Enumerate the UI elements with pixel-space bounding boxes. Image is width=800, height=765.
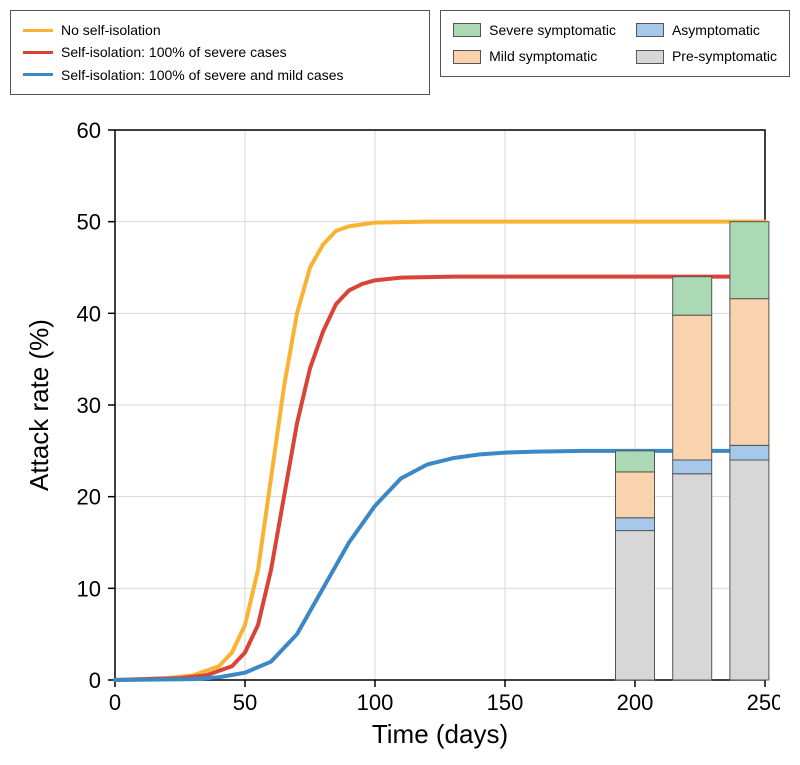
line-swatch (23, 29, 53, 32)
legend-bar-label: Severe symptomatic (489, 19, 616, 41)
line-swatch (23, 73, 53, 76)
svg-text:100: 100 (357, 690, 394, 715)
svg-text:30: 30 (77, 393, 101, 418)
svg-text:50: 50 (233, 690, 257, 715)
box-swatch (636, 50, 664, 64)
line-swatch (23, 51, 53, 54)
legend-line-label: No self-isolation (61, 19, 161, 41)
svg-text:200: 200 (617, 690, 654, 715)
svg-text:0: 0 (89, 668, 101, 693)
legend-line-item: Self-isolation: 100% of severe and mild … (23, 64, 417, 86)
box-swatch (453, 50, 481, 64)
svg-text:250: 250 (747, 690, 780, 715)
legend-bar-item: Asymptomatic (636, 19, 777, 41)
svg-text:50: 50 (77, 210, 101, 235)
svg-text:10: 10 (77, 577, 101, 602)
svg-text:20: 20 (77, 485, 101, 510)
legend-bar-label: Pre-symptomatic (672, 45, 777, 67)
legend-bar-item: Mild symptomatic (453, 45, 616, 67)
chart-container: 0 50 100 150 200 250 0 10 20 30 40 50 60 Time (days) A… (20, 115, 780, 755)
attack-rate-chart: 0 50 100 150 200 250 0 10 20 30 40 50 60 Time (days) A… (20, 115, 780, 755)
svg-text:Time (days): Time (days) (372, 719, 508, 749)
legend-line-item: Self-isolation: 100% of severe cases (23, 41, 417, 63)
legends-container: No self-isolation Self-isolation: 100% o… (10, 10, 790, 95)
box-swatch (636, 23, 664, 37)
legend-bar-label: Mild symptomatic (489, 45, 597, 67)
svg-text:0: 0 (109, 690, 121, 715)
svg-text:60: 60 (77, 118, 101, 143)
legend-bar-label: Asymptomatic (672, 19, 760, 41)
svg-text:40: 40 (77, 302, 101, 327)
legend-line-label: Self-isolation: 100% of severe cases (61, 41, 287, 63)
legend-lines: No self-isolation Self-isolation: 100% o… (10, 10, 430, 95)
legend-bars: Severe symptomatic Asymptomatic Mild sym… (440, 10, 790, 77)
svg-text:150: 150 (487, 690, 524, 715)
svg-text:Attack rate (%): Attack rate (%) (24, 319, 54, 491)
legend-bar-item: Severe symptomatic (453, 19, 616, 41)
box-swatch (453, 23, 481, 37)
legend-bar-item: Pre-symptomatic (636, 45, 777, 67)
legend-line-item: No self-isolation (23, 19, 417, 41)
legend-line-label: Self-isolation: 100% of severe and mild … (61, 64, 343, 86)
